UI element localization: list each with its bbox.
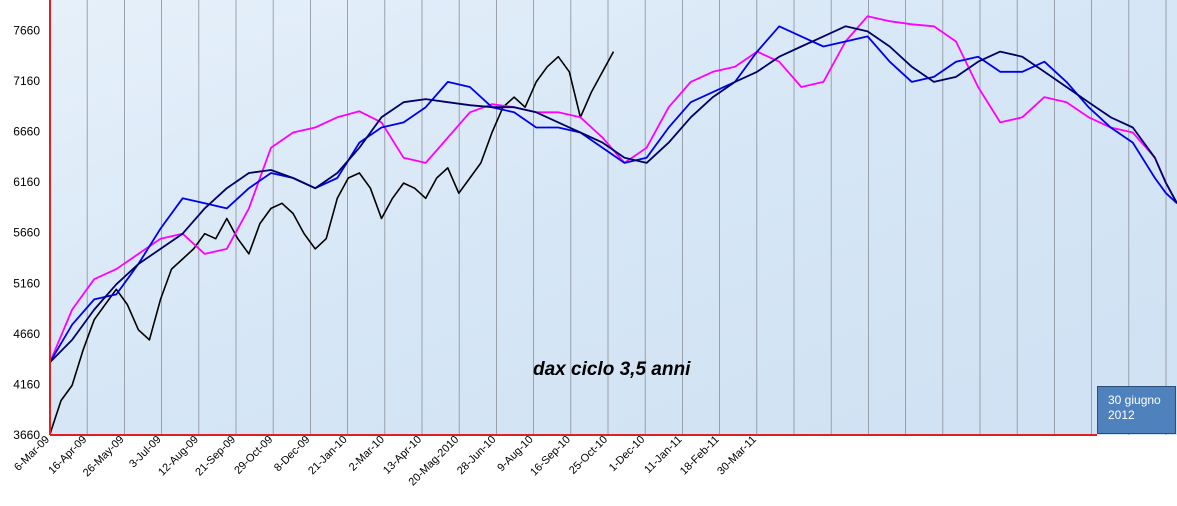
y-tick-label: 6160 (13, 175, 40, 189)
x-tick-label: 21-Jan-10 (306, 434, 350, 478)
series-group (49, 15, 1177, 435)
series-line-1 (49, 51, 615, 435)
x-tick-label: 25-Oct-10 (567, 434, 610, 477)
note-line-2: 2012 (1108, 408, 1135, 422)
date-note-box: 30 giugno 2012 (1097, 386, 1176, 434)
x-tick-label: 18-Feb-11 (678, 434, 722, 478)
y-tick-label: 4660 (13, 327, 40, 341)
y-axis: 3660 4160 4660 5160 5660 6160 6660 7160 7660 (13, 23, 40, 442)
x-tick-label: 30-Mar-11 (715, 434, 759, 478)
series-line-3 (49, 25, 1177, 363)
chart-title: dax ciclo 3,5 anni (533, 359, 691, 380)
x-tick-label: 16-Sep-10 (528, 434, 573, 479)
series-line-4 (49, 25, 1177, 363)
x-tick-label: 1-Dec-10 (607, 434, 647, 474)
y-tick-label: 7660 (13, 23, 40, 37)
x-tick-label: 28-Jun-10 (455, 434, 499, 478)
x-tick-label: 29-Oct-09 (232, 434, 275, 477)
x-tick-label: 3-Jul-09 (127, 434, 164, 471)
y-tick-label: 5660 (13, 226, 40, 240)
plot-background (50, 0, 1177, 435)
y-tick-label: 5160 (13, 276, 40, 290)
note-line-1: 30 giugno (1108, 393, 1161, 407)
x-tick-label: 21-Sep-09 (193, 434, 238, 479)
x-tick-label: 26-May-09 (81, 434, 127, 480)
y-tick-label: 6660 (13, 125, 40, 139)
y-tick-label: 3660 (13, 428, 40, 442)
y-tick-label: 4160 (13, 377, 40, 391)
y-tick-label: 7160 (13, 74, 40, 88)
gridlines (86, 0, 1167, 435)
